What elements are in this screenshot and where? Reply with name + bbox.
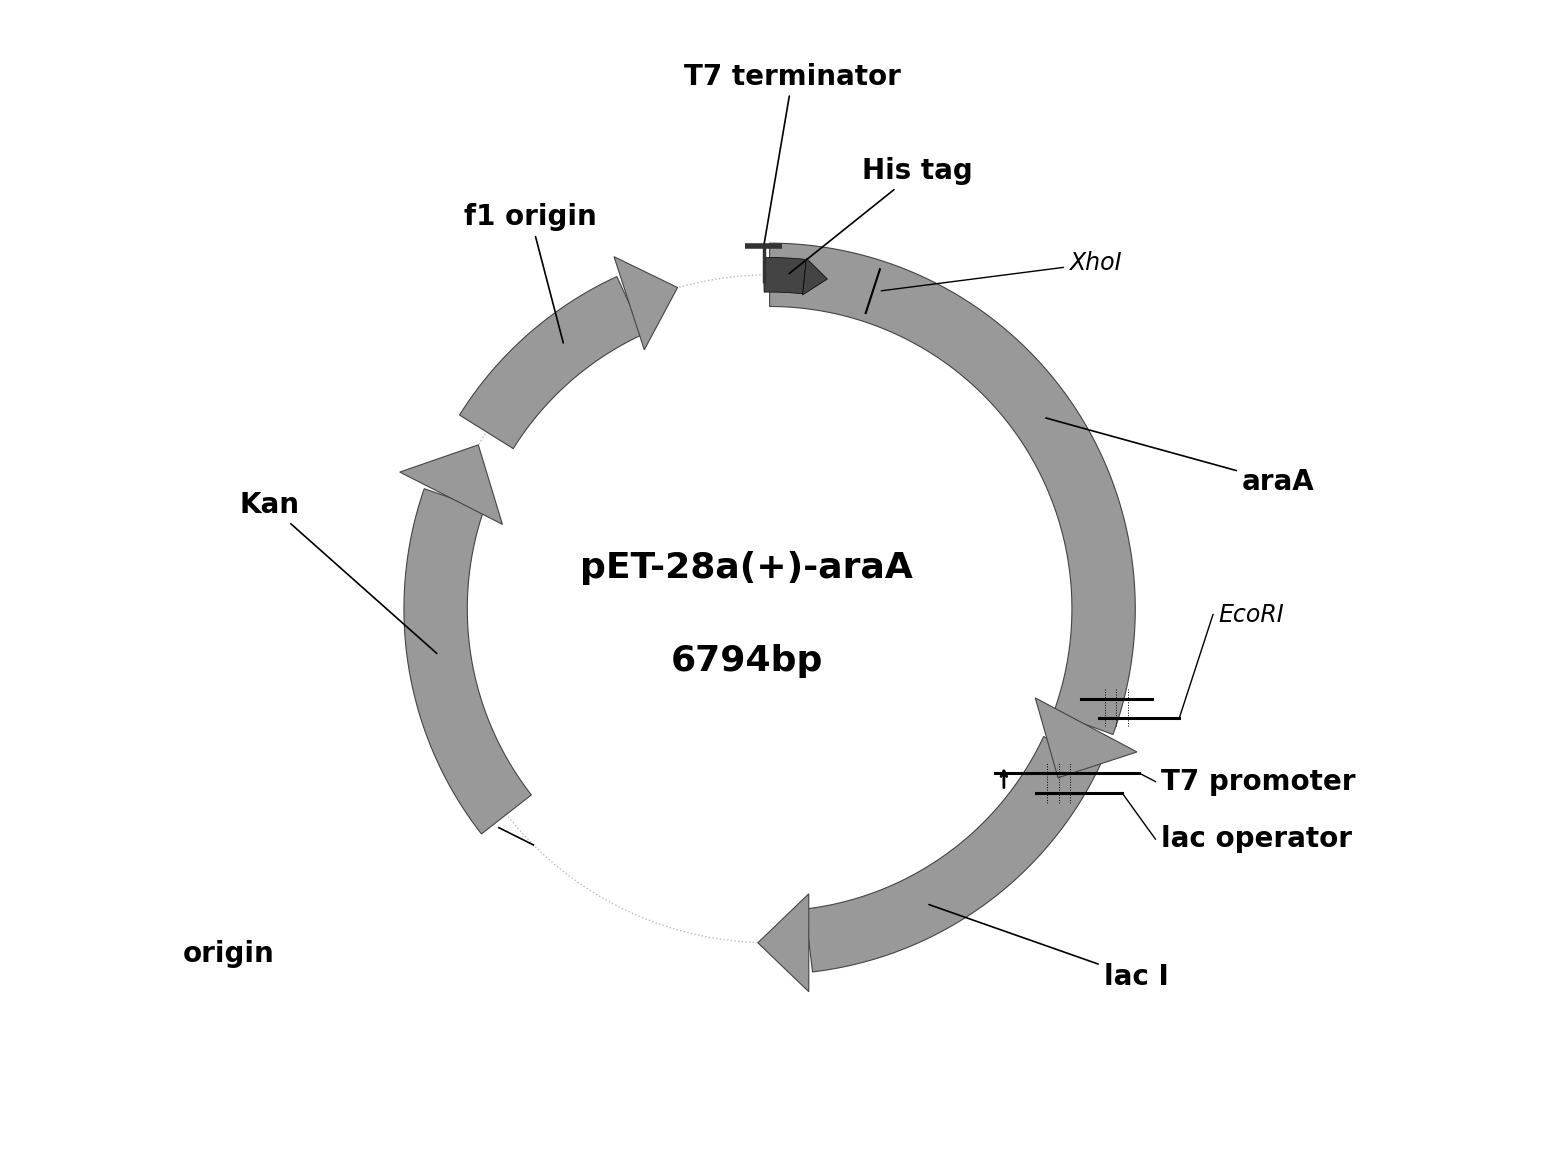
Polygon shape <box>804 737 1101 972</box>
Text: f1 origin: f1 origin <box>464 203 597 343</box>
Text: XhoI: XhoI <box>881 252 1121 291</box>
Polygon shape <box>405 488 532 834</box>
Polygon shape <box>400 444 502 524</box>
Text: lac operator: lac operator <box>1162 825 1352 853</box>
Polygon shape <box>459 276 643 449</box>
Text: 6794bp: 6794bp <box>671 644 823 677</box>
Text: His tag: His tag <box>789 157 972 274</box>
Text: lac I: lac I <box>928 905 1168 992</box>
Polygon shape <box>1035 698 1137 778</box>
Polygon shape <box>615 256 677 350</box>
Text: pET-28a(+)-araA: pET-28a(+)-araA <box>580 551 913 586</box>
Polygon shape <box>770 244 1135 734</box>
Polygon shape <box>764 258 806 293</box>
Text: T7 terminator: T7 terminator <box>684 63 902 244</box>
Text: EcoRI: EcoRI <box>1218 602 1284 626</box>
Text: araA: araA <box>1046 418 1314 496</box>
Polygon shape <box>803 259 828 295</box>
Text: Kan: Kan <box>240 491 437 653</box>
Polygon shape <box>757 894 809 992</box>
Text: T7 promoter: T7 promoter <box>1162 768 1356 796</box>
Text: origin: origin <box>182 941 274 969</box>
